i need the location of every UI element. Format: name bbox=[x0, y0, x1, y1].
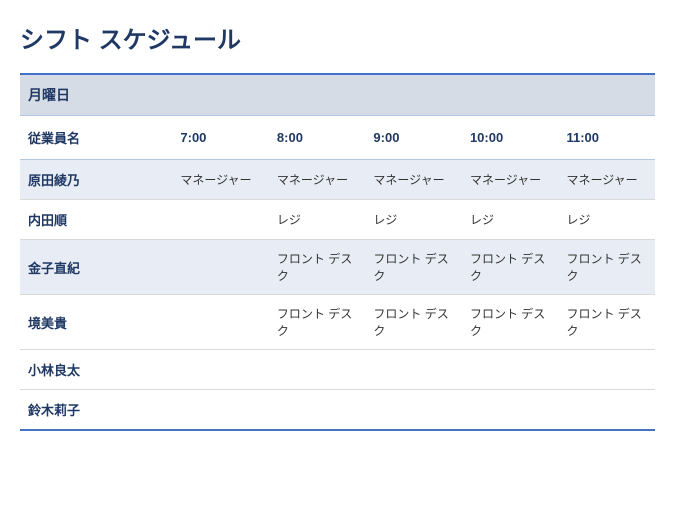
day-header: 月曜日 bbox=[20, 73, 655, 116]
shift-cell: レジ bbox=[269, 200, 366, 240]
shift-cell: フロント デスク bbox=[269, 295, 366, 350]
shift-cell: レジ bbox=[558, 200, 655, 240]
shift-cell: マネージャー bbox=[269, 160, 366, 200]
employee-name: 原田綾乃 bbox=[20, 160, 172, 200]
shift-cell bbox=[462, 350, 559, 390]
column-header-time: 7:00 bbox=[172, 116, 269, 160]
table-header-row: 従業員名 7:00 8:00 9:00 10:00 11:00 bbox=[20, 116, 655, 160]
shift-cell bbox=[365, 390, 462, 431]
table-row: 金子直紀フロント デスクフロント デスクフロント デスクフロント デスク bbox=[20, 240, 655, 295]
shift-cell bbox=[365, 350, 462, 390]
shift-cell bbox=[172, 390, 269, 431]
shift-cell: フロント デスク bbox=[558, 240, 655, 295]
shift-cell: マネージャー bbox=[172, 160, 269, 200]
employee-name: 内田順 bbox=[20, 200, 172, 240]
shift-cell: レジ bbox=[365, 200, 462, 240]
shift-cell bbox=[172, 240, 269, 295]
table-row: 内田順レジレジレジレジ bbox=[20, 200, 655, 240]
page-title: シフト スケジュール bbox=[20, 20, 655, 55]
employee-name: 鈴木莉子 bbox=[20, 390, 172, 431]
table-row: 鈴木莉子 bbox=[20, 390, 655, 431]
shift-cell bbox=[172, 350, 269, 390]
shift-cell: マネージャー bbox=[365, 160, 462, 200]
table-row: 境美貴フロント デスクフロント デスクフロント デスクフロント デスク bbox=[20, 295, 655, 350]
shift-cell: マネージャー bbox=[462, 160, 559, 200]
shift-cell: フロント デスク bbox=[462, 240, 559, 295]
shift-cell: フロント デスク bbox=[269, 240, 366, 295]
shift-cell bbox=[558, 390, 655, 431]
shift-cell: マネージャー bbox=[558, 160, 655, 200]
column-header-time: 10:00 bbox=[462, 116, 559, 160]
employee-name: 小林良太 bbox=[20, 350, 172, 390]
column-header-time: 11:00 bbox=[558, 116, 655, 160]
schedule-table: 従業員名 7:00 8:00 9:00 10:00 11:00 原田綾乃マネージ… bbox=[20, 116, 655, 431]
employee-name: 金子直紀 bbox=[20, 240, 172, 295]
shift-cell: フロント デスク bbox=[462, 295, 559, 350]
column-header-name: 従業員名 bbox=[20, 116, 172, 160]
shift-cell: フロント デスク bbox=[365, 295, 462, 350]
shift-cell bbox=[558, 350, 655, 390]
shift-cell: フロント デスク bbox=[365, 240, 462, 295]
shift-cell bbox=[269, 350, 366, 390]
column-header-time: 8:00 bbox=[269, 116, 366, 160]
shift-cell bbox=[269, 390, 366, 431]
table-row: 原田綾乃マネージャーマネージャーマネージャーマネージャーマネージャー bbox=[20, 160, 655, 200]
shift-cell: レジ bbox=[462, 200, 559, 240]
shift-cell bbox=[172, 295, 269, 350]
column-header-time: 9:00 bbox=[365, 116, 462, 160]
table-row: 小林良太 bbox=[20, 350, 655, 390]
employee-name: 境美貴 bbox=[20, 295, 172, 350]
shift-cell bbox=[462, 390, 559, 431]
shift-cell: フロント デスク bbox=[558, 295, 655, 350]
shift-cell bbox=[172, 200, 269, 240]
